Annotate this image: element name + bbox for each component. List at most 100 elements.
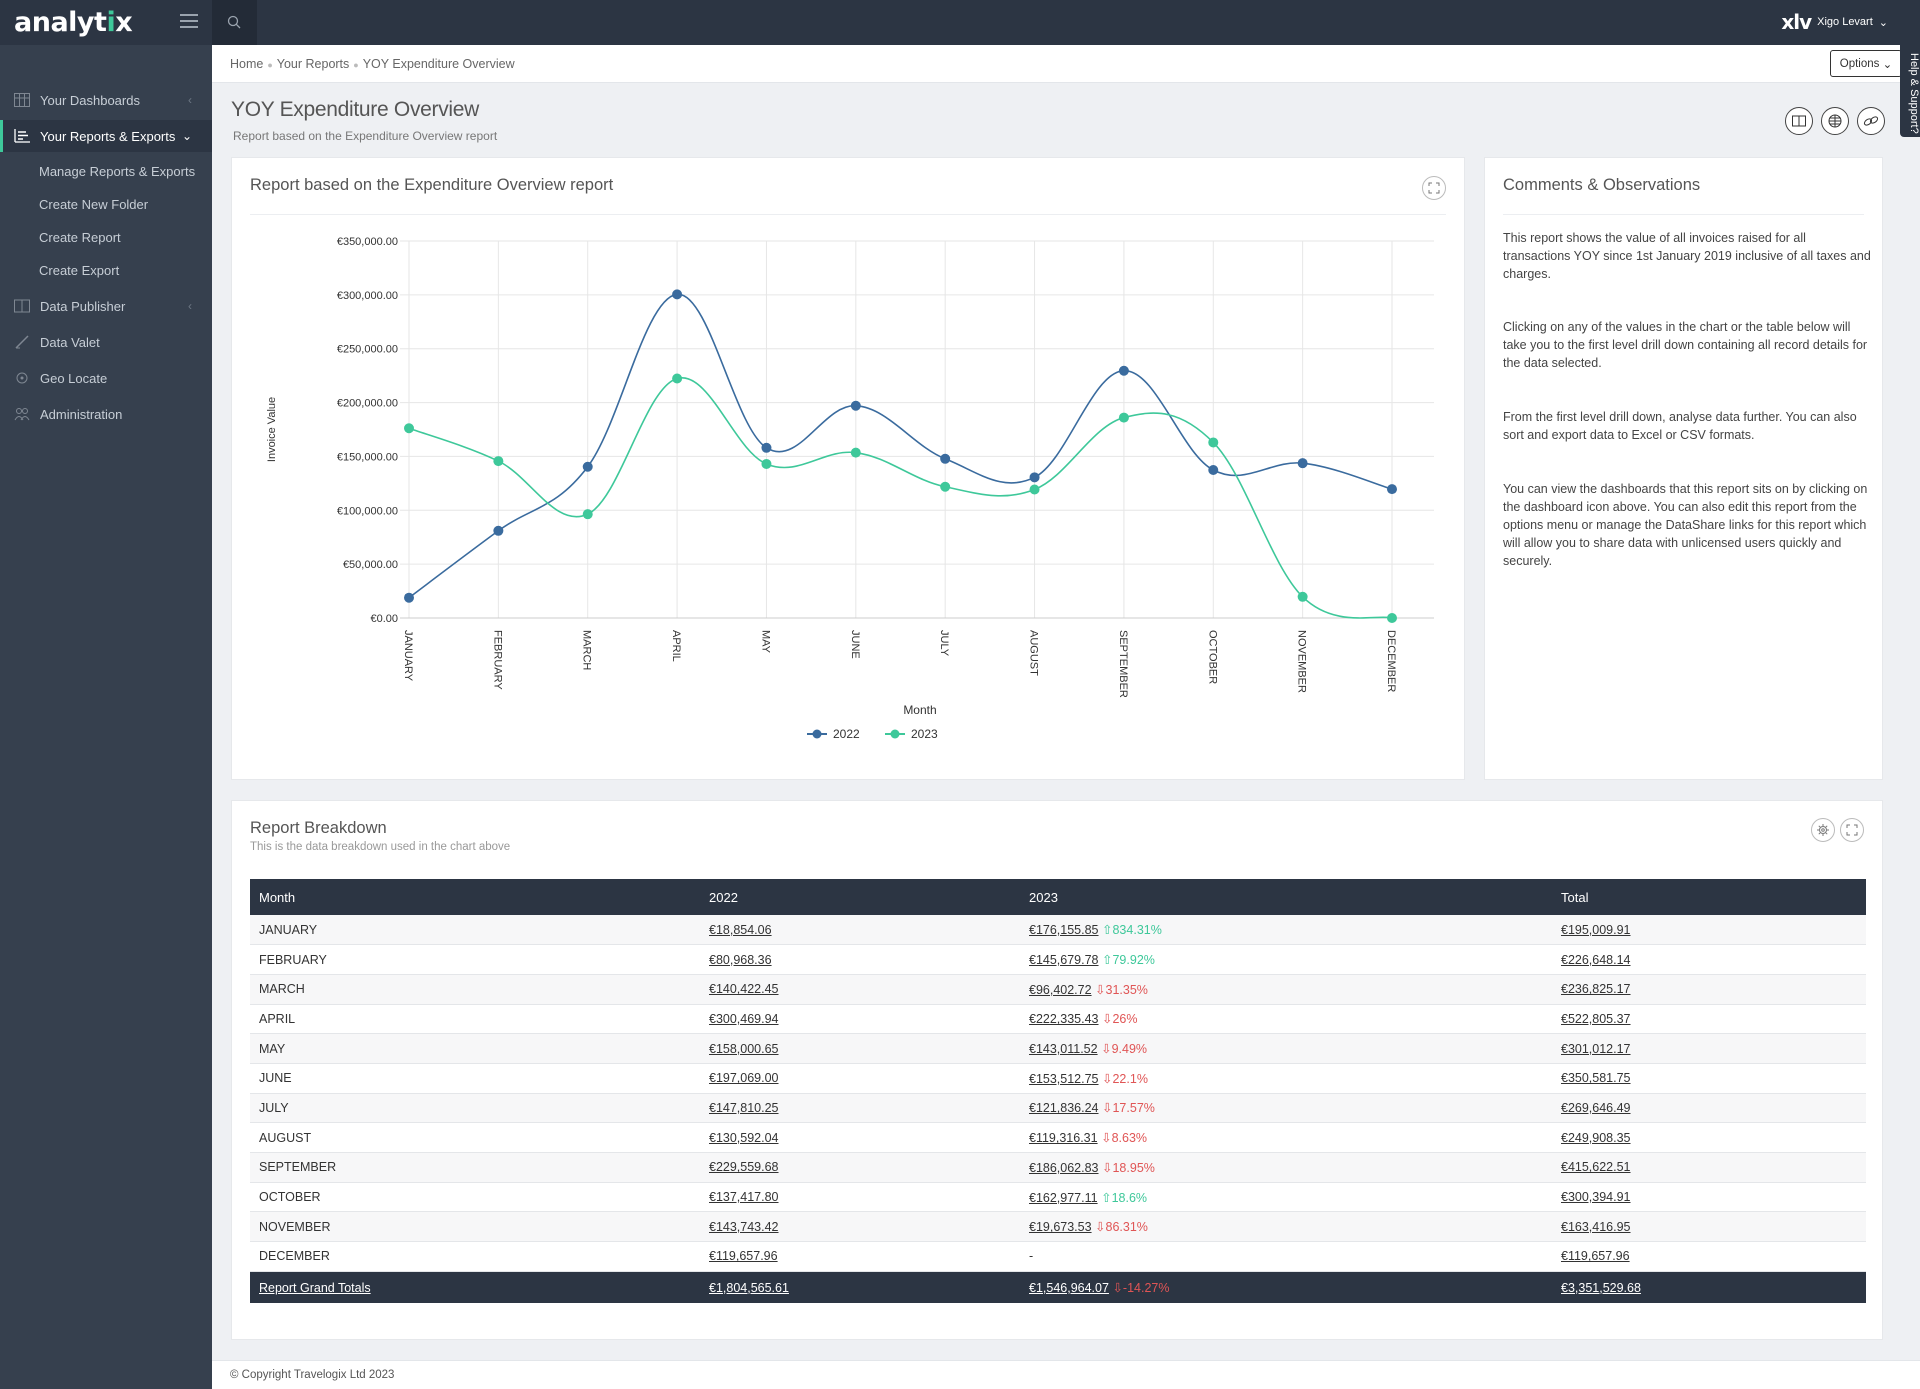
cell-2022-link[interactable]: €18,854.06 — [709, 922, 772, 937]
cell-2023-link[interactable]: €176,155.85 — [1029, 923, 1099, 938]
legend-label[interactable]: 2023 — [911, 727, 938, 741]
user-menu[interactable]: xlv Xigo Levart ⌄ — [1781, 10, 1888, 34]
data-point-2023[interactable] — [1387, 613, 1397, 623]
data-point-2023[interactable] — [582, 509, 593, 520]
cell-2023-link[interactable]: €186,062.83 — [1029, 1160, 1099, 1175]
cell-2023-link[interactable]: €121,836.24 — [1029, 1101, 1099, 1116]
sidebar-subitem-create-export[interactable]: Create Export — [39, 263, 120, 278]
data-point-2022[interactable] — [761, 442, 772, 453]
data-point-2022[interactable] — [940, 453, 951, 464]
totals-2023-link[interactable]: €1,546,964.07 — [1029, 1281, 1109, 1295]
data-point-2023[interactable] — [1208, 437, 1219, 448]
data-point-2023[interactable] — [1029, 484, 1040, 495]
cell-2022-link[interactable]: €137,417.80 — [709, 1190, 779, 1205]
cell-2023-link[interactable]: €222,335.43 — [1029, 1012, 1099, 1027]
cell-2022-link[interactable]: €229,559.68 — [709, 1160, 779, 1175]
sidebar-item-data-valet[interactable]: Data Valet — [0, 326, 212, 358]
table-button[interactable] — [1821, 107, 1849, 135]
data-point-2022[interactable] — [672, 289, 683, 300]
dashboards-button[interactable] — [1785, 107, 1813, 135]
arrow-down-icon: ⇩ — [1102, 1012, 1113, 1027]
data-point-2022[interactable] — [1118, 365, 1129, 376]
sidebar-item-reports[interactable]: Your Reports & Exports ⌄ — [0, 120, 212, 152]
data-point-2023[interactable] — [404, 423, 414, 434]
menu-toggle-icon[interactable] — [180, 14, 198, 28]
data-point-2023[interactable] — [761, 458, 772, 469]
cell-2023-link[interactable]: €143,011.52 — [1029, 1042, 1098, 1057]
cell-total-link[interactable]: €522,805.37 — [1561, 1011, 1631, 1026]
data-point-2022[interactable] — [404, 592, 414, 603]
cell-2023-link[interactable]: €153,512.75 — [1029, 1071, 1099, 1086]
cell-2023-link[interactable]: €96,402.72 — [1029, 982, 1092, 997]
cell-total-link[interactable]: €195,009.91 — [1561, 922, 1631, 937]
cell-2023-link[interactable]: €19,673.53 — [1029, 1220, 1092, 1235]
cell-total-link[interactable]: €269,646.49 — [1561, 1100, 1631, 1115]
cell-2022-link[interactable]: €197,069.00 — [709, 1071, 779, 1086]
sidebar-subitem-manage-reports[interactable]: Manage Reports & Exports — [39, 164, 196, 179]
help-support-tab[interactable]: Help & Support? — [1900, 45, 1920, 137]
sidebar-item-data-publisher[interactable]: Data Publisher ‹ — [0, 290, 212, 322]
data-point-2022[interactable] — [582, 461, 593, 472]
cell-2023-link[interactable]: €119,316.31 — [1029, 1131, 1098, 1146]
cell-2022-link[interactable]: €300,469.94 — [709, 1011, 779, 1026]
cell-month: MAY — [250, 1033, 700, 1064]
sidebar-subitem-create-report[interactable]: Create Report — [39, 230, 121, 245]
data-point-2023[interactable] — [493, 456, 504, 467]
cell-2022-link[interactable]: €143,743.42 — [709, 1219, 779, 1234]
data-point-2022[interactable] — [493, 525, 504, 536]
data-point-2022[interactable] — [1029, 472, 1040, 483]
sidebar-subitem-create-folder[interactable]: Create New Folder — [39, 197, 149, 212]
data-point-2023[interactable] — [672, 373, 683, 384]
cell-total-link[interactable]: €300,394.91 — [1561, 1190, 1631, 1205]
data-point-2023[interactable] — [850, 447, 861, 458]
cell-2022-link[interactable]: €80,968.36 — [709, 952, 772, 967]
cell-2022-link[interactable]: €158,000.65 — [709, 1041, 779, 1056]
cell-2023-link[interactable]: €162,977.11 — [1029, 1190, 1098, 1205]
column-header-2023[interactable]: 2023 — [1020, 879, 1552, 915]
expand-table-button[interactable] — [1840, 818, 1864, 842]
legend-swatch-dot — [812, 729, 822, 739]
cell-2023-link[interactable]: €145,679.78 — [1029, 953, 1099, 968]
column-header-2022[interactable]: 2022 — [700, 879, 1020, 915]
expand-chart-button[interactable] — [1422, 176, 1446, 200]
cell-total-link[interactable]: €163,416.95 — [1561, 1219, 1631, 1234]
sidebar-item-dashboards[interactable]: Your Dashboards ‹ — [0, 84, 212, 116]
data-point-2023[interactable] — [1297, 591, 1308, 602]
totals-label-link[interactable]: Report Grand Totals — [259, 1280, 371, 1295]
column-header-month[interactable]: Month — [250, 879, 700, 915]
datashare-link-button[interactable] — [1857, 107, 1885, 135]
data-point-2023[interactable] — [940, 481, 951, 492]
data-point-2023[interactable] — [1118, 412, 1129, 423]
cell-total-link[interactable]: €226,648.14 — [1561, 952, 1631, 967]
app-logo[interactable]: analytix — [14, 7, 133, 38]
settings-button[interactable] — [1811, 818, 1835, 842]
line-chart[interactable]: €0.00 €50,000.00 €100,000.00 €150,000.00 €20… — [232, 158, 1466, 781]
change-value: 26% — [1112, 1012, 1138, 1027]
sidebar-item-administration[interactable]: Administration — [0, 398, 212, 430]
breadcrumb-home[interactable]: Home — [230, 57, 264, 71]
column-header-total[interactable]: Total — [1552, 879, 1866, 915]
data-point-2022[interactable] — [850, 400, 861, 411]
totals-2022-link[interactable]: €1,804,565.61 — [709, 1280, 789, 1295]
cell-total-link[interactable]: €415,622.51 — [1561, 1160, 1631, 1175]
legend-label[interactable]: 2022 — [833, 727, 860, 741]
top-bar: analytix xlv Xigo Levart ⌄ — [0, 0, 1920, 45]
search-button[interactable] — [212, 0, 257, 45]
data-point-2022[interactable] — [1208, 464, 1219, 475]
breadcrumb-reports[interactable]: Your Reports — [276, 57, 350, 71]
cell-total-link[interactable]: €236,825.17 — [1561, 982, 1631, 997]
change-value: 22.1% — [1112, 1071, 1148, 1086]
cell-2022-link[interactable]: €119,657.96 — [709, 1249, 778, 1264]
totals-total-link[interactable]: €3,351,529.68 — [1561, 1280, 1641, 1295]
cell-total-link[interactable]: €249,908.35 — [1561, 1130, 1631, 1145]
sidebar-item-geo-locate[interactable]: Geo Locate — [0, 362, 212, 394]
data-point-2022[interactable] — [1387, 484, 1397, 495]
cell-total-link[interactable]: €350,581.75 — [1561, 1071, 1631, 1086]
cell-total-link[interactable]: €301,012.17 — [1561, 1041, 1631, 1056]
cell-total-link[interactable]: €119,657.96 — [1561, 1249, 1630, 1264]
cell-2022-link[interactable]: €140,422.45 — [709, 982, 779, 997]
data-point-2022[interactable] — [1297, 458, 1308, 469]
options-button[interactable]: Options ⌄ — [1830, 50, 1902, 77]
cell-2022-link[interactable]: €130,592.04 — [709, 1130, 779, 1145]
cell-2022-link[interactable]: €147,810.25 — [709, 1100, 779, 1115]
